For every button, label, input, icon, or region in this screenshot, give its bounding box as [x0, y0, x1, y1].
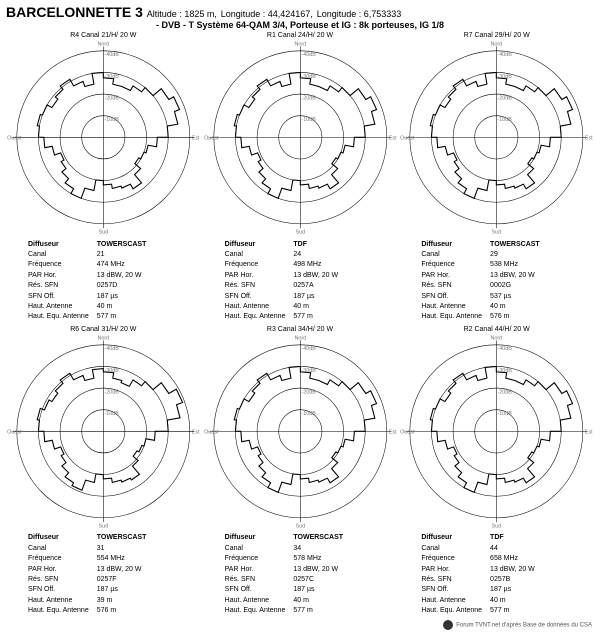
svg-text:Ouest: Ouest [7, 429, 22, 435]
svg-text:-20dB: -20dB [301, 95, 316, 101]
svg-text:Est: Est [192, 135, 200, 141]
svg-text:Sud: Sud [492, 230, 502, 235]
svg-text:-20dB: -20dB [498, 389, 513, 395]
svg-text:-40dB: -40dB [498, 346, 513, 352]
altitude: Altitude : 1825 m, [147, 9, 217, 19]
chart-cell: R6 Canal 31/H/ 20 W-10dB-20dB-30dB-40dBN… [6, 326, 201, 618]
chart-grid: R4 Canal 21/H/ 20 W-10dB-20dB-30dB-40dBN… [0, 32, 600, 618]
svg-text:Nord: Nord [294, 335, 306, 341]
svg-text:Sud: Sud [99, 523, 109, 528]
svg-text:-20dB: -20dB [104, 389, 119, 395]
chart-cell: R7 Canal 29/H/ 20 W-10dB-20dB-30dB-40dBN… [399, 32, 594, 324]
svg-text:-10dB: -10dB [104, 117, 119, 123]
svg-text:Nord: Nord [491, 41, 503, 47]
page-title: BARCELONNETTE 3 Altitude : 1825 m, Longi… [0, 0, 600, 20]
chart-header: R4 Canal 21/H/ 20 W [6, 32, 201, 39]
longitude: Longitude : 44,424167, [221, 9, 313, 19]
chart-cell: R1 Canal 24/H/ 20 W-10dB-20dB-30dB-40dBN… [203, 32, 398, 324]
svg-text:Est: Est [585, 429, 593, 435]
chart-header: R3 Canal 34/H/ 20 W [203, 326, 398, 333]
svg-text:Est: Est [585, 135, 593, 141]
spec-table: DiffuseurTOWERSCAST Canal21 Fréquence474… [26, 239, 154, 324]
chart-header: R1 Canal 24/H/ 20 W [203, 32, 398, 39]
svg-text:-40dB: -40dB [104, 346, 119, 352]
chart-cell: R3 Canal 34/H/ 20 W-10dB-20dB-30dB-40dBN… [203, 326, 398, 618]
svg-text:Ouest: Ouest [7, 135, 22, 141]
svg-text:-10dB: -10dB [498, 117, 513, 123]
spec-table: DiffuseurTOWERSCAST Canal29 Fréquence538… [419, 239, 547, 324]
footer-text: Forum TVNT.net d'après Base de données d… [456, 622, 592, 628]
svg-text:Nord: Nord [294, 41, 306, 47]
svg-text:-10dB: -10dB [301, 117, 316, 123]
svg-text:Nord: Nord [491, 335, 503, 341]
chart-header: R2 Canal 44/H/ 20 W [399, 326, 594, 333]
svg-text:Ouest: Ouest [204, 429, 219, 435]
svg-text:Est: Est [388, 429, 396, 435]
svg-text:Nord: Nord [97, 41, 109, 47]
subtitle: - DVB - T Système 64-QAM 3/4, Porteuse e… [0, 20, 600, 32]
svg-text:-20dB: -20dB [104, 95, 119, 101]
svg-text:-40dB: -40dB [301, 52, 316, 58]
svg-text:Sud: Sud [492, 523, 502, 528]
chart-header: R6 Canal 31/H/ 20 W [6, 326, 201, 333]
footer: Forum TVNT.net d'après Base de données d… [0, 618, 600, 632]
svg-text:Ouest: Ouest [204, 135, 219, 141]
svg-text:-10dB: -10dB [104, 411, 119, 417]
svg-text:Sud: Sud [99, 230, 109, 235]
svg-text:Sud: Sud [295, 523, 305, 528]
svg-text:-20dB: -20dB [498, 95, 513, 101]
latitude: Longitude : 6,753333 [317, 9, 402, 19]
spec-table: DiffuseurTOWERSCAST Canal34 Fréquence578… [223, 532, 351, 617]
svg-text:Est: Est [192, 429, 200, 435]
svg-text:Ouest: Ouest [400, 429, 415, 435]
site-name: BARCELONNETTE 3 [6, 4, 143, 20]
svg-text:-40dB: -40dB [498, 52, 513, 58]
svg-text:-40dB: -40dB [104, 52, 119, 58]
svg-text:Est: Est [388, 135, 396, 141]
svg-text:-10dB: -10dB [498, 411, 513, 417]
svg-text:-10dB: -10dB [301, 411, 316, 417]
chart-cell: R2 Canal 44/H/ 20 W-10dB-20dB-30dB-40dBN… [399, 326, 594, 618]
logo-icon [443, 620, 453, 630]
chart-cell: R4 Canal 21/H/ 20 W-10dB-20dB-30dB-40dBN… [6, 32, 201, 324]
spec-table: DiffuseurTDF Canal44 Fréquence658 MHz PA… [419, 532, 542, 617]
svg-text:Sud: Sud [295, 230, 305, 235]
spec-table: DiffuseurTOWERSCAST Canal31 Fréquence554… [26, 532, 154, 617]
spec-table: DiffuseurTDF Canal24 Fréquence498 MHz PA… [223, 239, 346, 324]
svg-text:-20dB: -20dB [301, 389, 316, 395]
svg-text:Ouest: Ouest [400, 135, 415, 141]
svg-text:-40dB: -40dB [301, 346, 316, 352]
chart-header: R7 Canal 29/H/ 20 W [399, 32, 594, 39]
svg-text:Nord: Nord [97, 335, 109, 341]
